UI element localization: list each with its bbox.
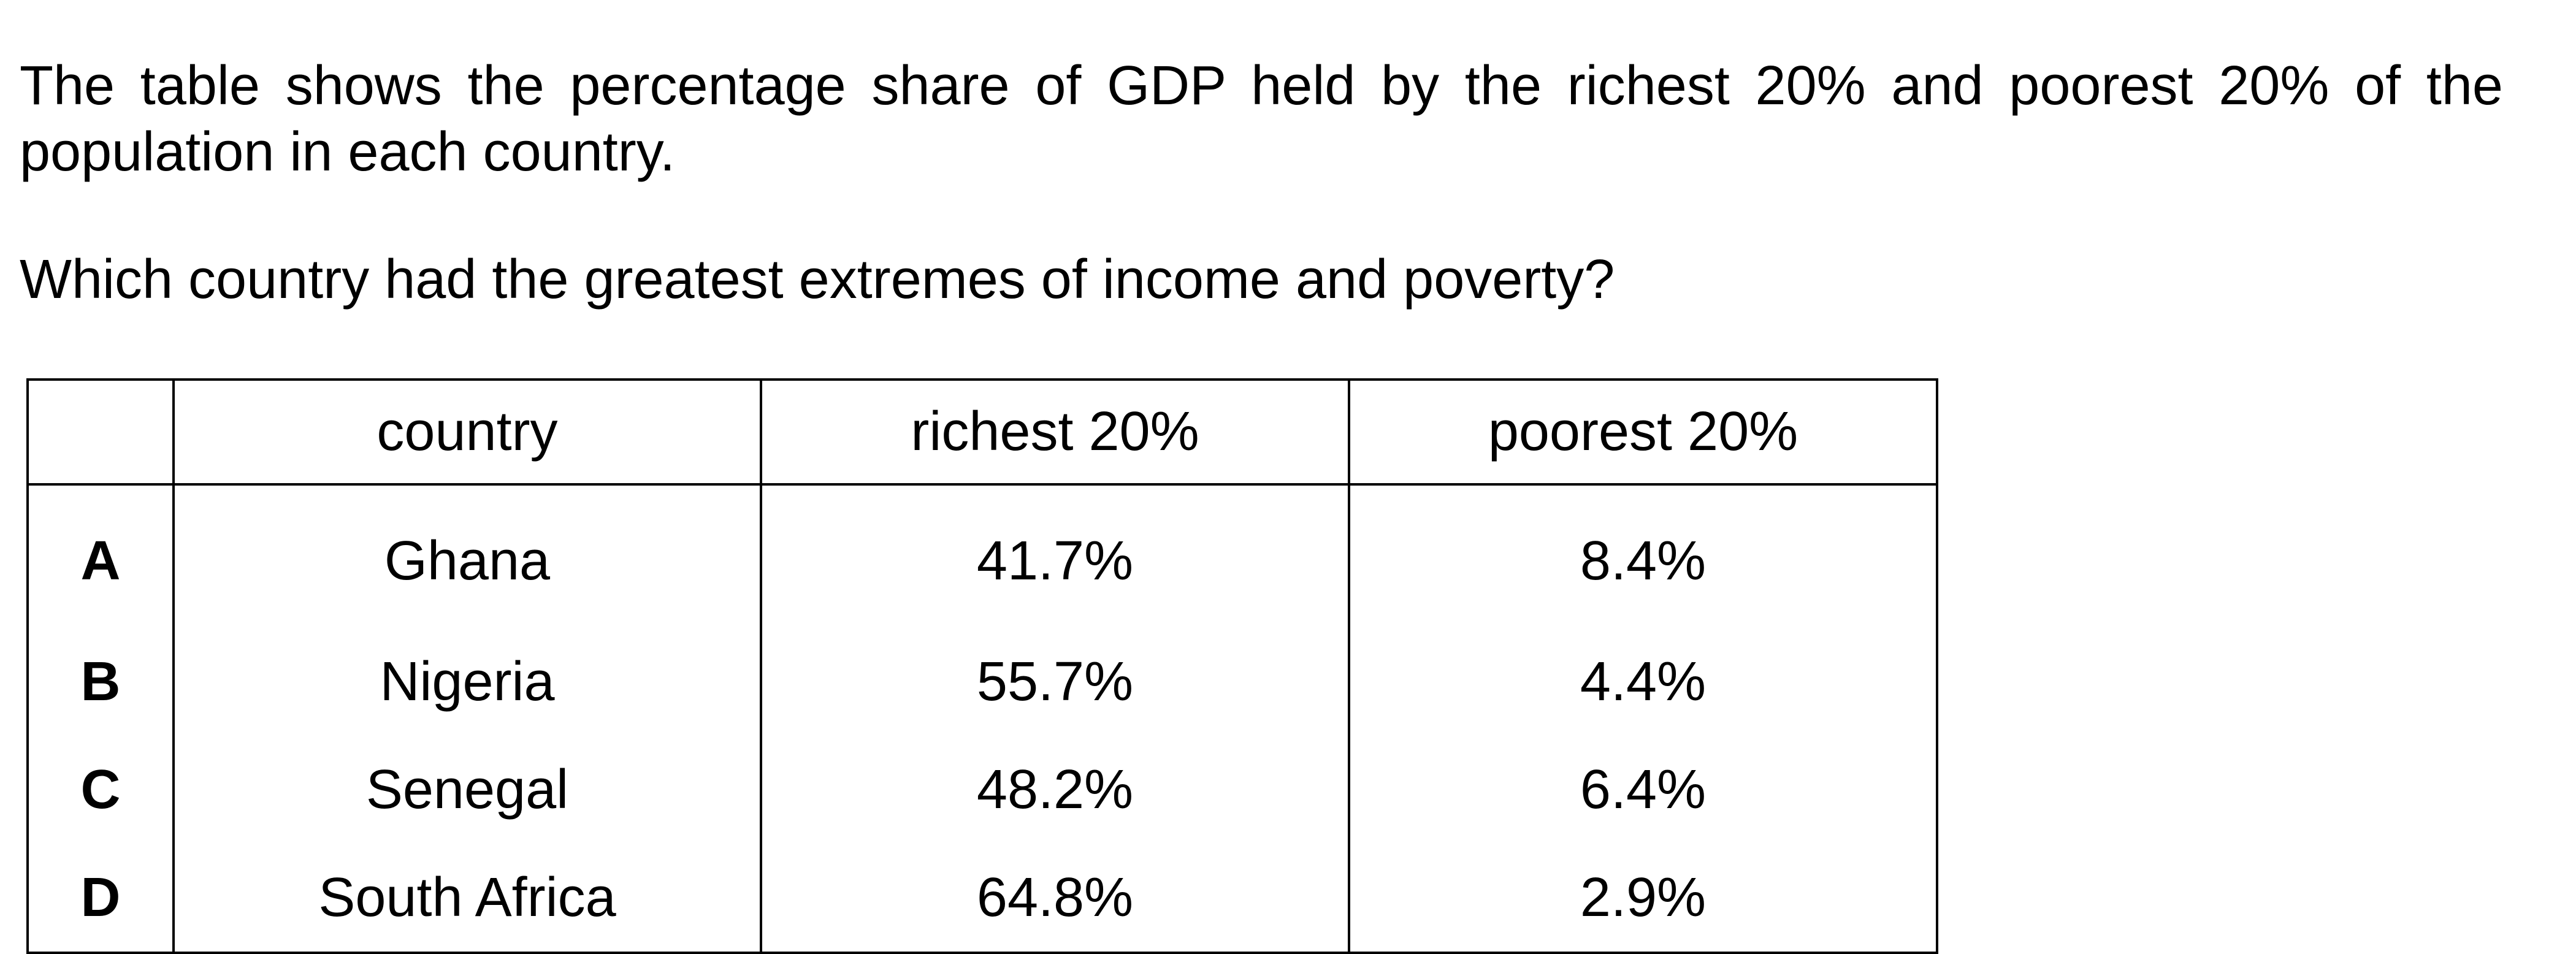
poorest-cell: 4.4% bbox=[1348, 628, 1938, 736]
country-cell: Ghana bbox=[172, 484, 762, 628]
poorest-cell: 2.9% bbox=[1348, 844, 1938, 953]
option-letter: A bbox=[26, 484, 175, 628]
table-row: A Ghana 41.7% 8.4% bbox=[26, 484, 1938, 628]
poorest-cell: 6.4% bbox=[1348, 736, 1938, 844]
country-cell: Nigeria bbox=[172, 628, 762, 736]
header-poorest: poorest 20% bbox=[1348, 380, 1938, 486]
option-letter: D bbox=[26, 844, 175, 953]
richest-cell: 64.8% bbox=[760, 844, 1350, 953]
country-cell: Senegal bbox=[172, 736, 762, 844]
richest-cell: 41.7% bbox=[760, 484, 1350, 628]
header-country: country bbox=[172, 380, 762, 486]
header-richest: richest 20% bbox=[760, 380, 1350, 486]
table-row: B Nigeria 55.7% 4.4% bbox=[26, 628, 1938, 736]
header-option bbox=[26, 380, 175, 486]
option-letter: C bbox=[26, 736, 175, 844]
table-row: C Senegal 48.2% 6.4% bbox=[26, 736, 1938, 844]
option-letter: B bbox=[26, 628, 175, 736]
poorest-cell: 8.4% bbox=[1348, 484, 1938, 628]
richest-cell: 48.2% bbox=[760, 736, 1350, 844]
answer-options-table: country richest 20% poorest 20% A Ghana … bbox=[26, 378, 1938, 954]
question-text: Which country had the greatest extremes … bbox=[20, 249, 1615, 310]
intro-text: The table shows the percentage share of … bbox=[20, 55, 2503, 183]
table-header-row: country richest 20% poorest 20% bbox=[26, 380, 1938, 486]
table-row: D South Africa 64.8% 2.9% bbox=[26, 844, 1938, 953]
country-cell: South Africa bbox=[172, 844, 762, 953]
richest-cell: 55.7% bbox=[760, 628, 1350, 736]
